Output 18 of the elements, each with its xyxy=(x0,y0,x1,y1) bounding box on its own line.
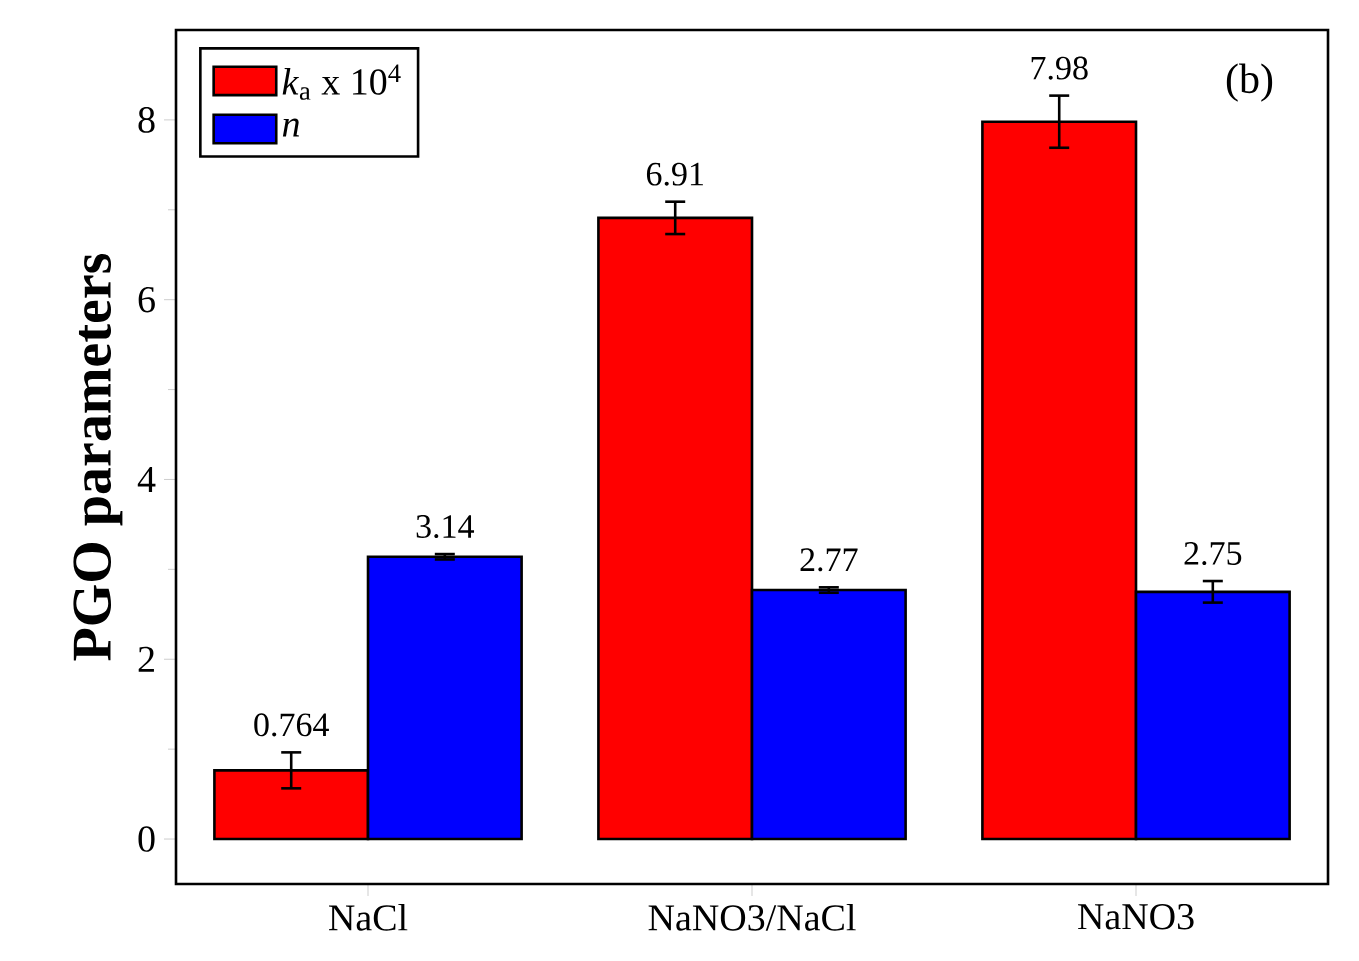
y-tick-label: 2 xyxy=(138,646,154,672)
y-tick-label: 0 xyxy=(138,826,155,852)
data-label: 2.77 xyxy=(800,548,858,572)
legend-label: k$_{a}$ x 10$^{4}$ xyxy=(282,64,401,100)
annotation: (b) xyxy=(1226,63,1273,102)
data-label: 7.98 xyxy=(1031,56,1088,80)
y-tick-label: 6 xyxy=(138,286,155,313)
data-label: 6.91 xyxy=(646,162,703,186)
y-tick-label: 4 xyxy=(137,466,156,492)
data-label: 2.75 xyxy=(1184,542,1242,566)
y-axis-title: PGO parameters xyxy=(73,253,123,661)
x-tick-label: NaNO3 xyxy=(1078,903,1194,930)
legend-label: n xyxy=(282,118,299,137)
data-label: 0.764 xyxy=(254,713,329,737)
x-tick-label: NaNO3/NaCl xyxy=(648,903,856,931)
data-label: 3.14 xyxy=(416,515,475,539)
x-tick-label: NaCl xyxy=(329,903,408,931)
y-tick-label: 8 xyxy=(138,107,155,133)
